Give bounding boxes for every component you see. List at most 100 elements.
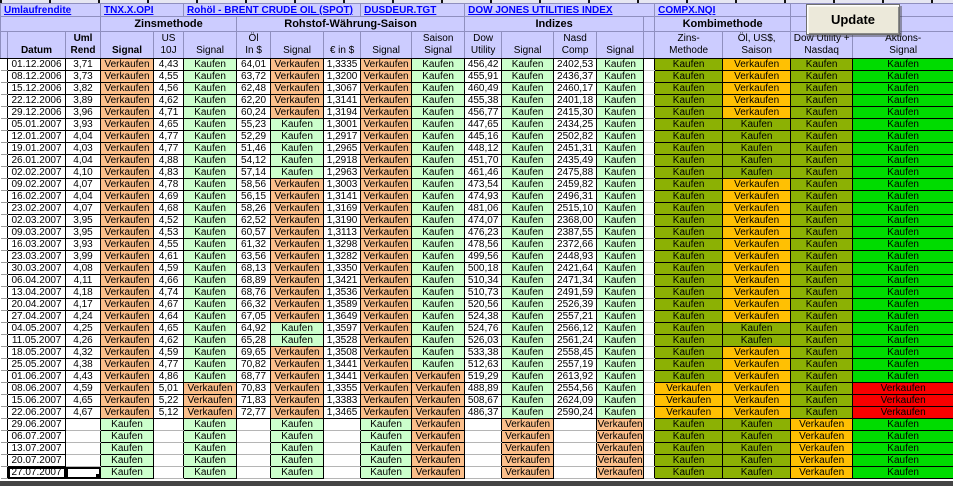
- cell-uml-signal[interactable]: Kaufen: [100, 418, 155, 431]
- cell-dow-utility[interactable]: 512,63: [464, 358, 503, 371]
- cell-saison-signal[interactable]: Kaufen: [411, 214, 466, 227]
- cell-aktions-signal[interactable]: Verkaufen: [852, 406, 953, 419]
- cell-eur-signal[interactable]: Kaufen: [360, 418, 413, 431]
- cell-dow-signal[interactable]: Kaufen: [501, 406, 555, 419]
- cell-saison-signal[interactable]: Kaufen: [411, 202, 466, 215]
- cell-dow-nasdaq[interactable]: Kaufen: [790, 58, 854, 71]
- cell-nasd-signal[interactable]: Kaufen: [596, 298, 645, 311]
- cell-datum[interactable]: 08.06.2007: [7, 382, 66, 395]
- cell-uml-signal[interactable]: Verkaufen: [100, 166, 155, 179]
- cell-oel-preis[interactable]: 57,14: [236, 166, 272, 179]
- cell-nasd-signal[interactable]: Kaufen: [596, 358, 645, 371]
- cell-uml-signal[interactable]: Kaufen: [100, 442, 155, 455]
- cell-eur-signal[interactable]: Verkaufen: [360, 82, 413, 95]
- cell-dow-nasdaq[interactable]: Kaufen: [790, 190, 854, 203]
- cell-eur-signal[interactable]: Verkaufen: [360, 322, 413, 335]
- cell-uml-signal[interactable]: Verkaufen: [100, 142, 155, 155]
- cell-nasd-signal[interactable]: Kaufen: [596, 178, 645, 191]
- cell-dow-nasdaq[interactable]: Kaufen: [790, 334, 854, 347]
- cell-saison-signal[interactable]: Kaufen: [411, 286, 466, 299]
- cell-dow-utility[interactable]: 481,06: [464, 202, 503, 215]
- cell-saison-signal[interactable]: Verkaufen: [411, 442, 466, 455]
- cell-uml-rend[interactable]: [64, 454, 102, 467]
- cell-aktions-signal[interactable]: Verkaufen: [852, 394, 953, 407]
- cell-us-10j[interactable]: [153, 466, 185, 479]
- cell-dow-nasdaq[interactable]: Kaufen: [790, 130, 854, 143]
- cell-us-10j-signal[interactable]: Kaufen: [183, 118, 238, 131]
- cell-uml-signal[interactable]: Verkaufen: [100, 274, 155, 287]
- cell-oel-us-saison[interactable]: Kaufen: [722, 418, 792, 431]
- cell-eur-usd[interactable]: 1,3001: [323, 118, 362, 131]
- cell-eur-signal[interactable]: Verkaufen: [360, 334, 413, 347]
- cell-dow-utility[interactable]: 447,65: [464, 118, 503, 131]
- cell-datum[interactable]: 25.05.2007: [7, 358, 66, 371]
- cell-aktions-signal[interactable]: Kaufen: [852, 430, 953, 443]
- cell-eur-signal[interactable]: Kaufen: [360, 442, 413, 455]
- cell-dow-signal[interactable]: Kaufen: [501, 178, 555, 191]
- cell-eur-usd[interactable]: 1,3589: [323, 298, 362, 311]
- cell-uml-rend[interactable]: 4,65: [64, 394, 102, 407]
- cell-uml-signal[interactable]: Verkaufen: [100, 94, 155, 107]
- cell-uml-rend[interactable]: 3,71: [64, 58, 102, 71]
- cell-oel-preis[interactable]: 62,20: [236, 94, 272, 107]
- cell-oel-preis[interactable]: [236, 442, 272, 455]
- cell-dow-nasdaq[interactable]: Kaufen: [790, 310, 854, 323]
- cell-eur-signal[interactable]: Verkaufen: [360, 274, 413, 287]
- cell-oel-signal[interactable]: Kaufen: [270, 130, 325, 143]
- cell-dow-nasdaq[interactable]: Kaufen: [790, 286, 854, 299]
- cell-zins-methode[interactable]: Kaufen: [654, 430, 724, 443]
- cell-oel-signal[interactable]: Verkaufen: [270, 238, 325, 251]
- cell-nasd-signal[interactable]: Verkaufen: [596, 454, 645, 467]
- cell-nasd-comp[interactable]: 2401,18: [553, 94, 598, 107]
- cell-zins-methode[interactable]: Kaufen: [654, 322, 724, 335]
- cell-us-10j-signal[interactable]: Kaufen: [183, 94, 238, 107]
- cell-dow-signal[interactable]: Verkaufen: [501, 442, 555, 455]
- cell-dow-nasdaq[interactable]: Kaufen: [790, 178, 854, 191]
- cell-oel-us-saison[interactable]: Kaufen: [722, 142, 792, 155]
- cell-uml-signal[interactable]: Verkaufen: [100, 58, 155, 71]
- cell-aktions-signal[interactable]: Kaufen: [852, 106, 953, 119]
- cell-dow-nasdaq[interactable]: Kaufen: [790, 262, 854, 275]
- link-rohoel[interactable]: Rohöl - BRENT CRUDE OIL (SPOT): [183, 3, 362, 17]
- cell-eur-usd[interactable]: 1,2918: [323, 154, 362, 167]
- cell-us-10j[interactable]: 4,68: [153, 202, 185, 215]
- cell-us-10j-signal[interactable]: Kaufen: [183, 346, 238, 359]
- cell-oel-preis[interactable]: 52,29: [236, 130, 272, 143]
- cell-us-10j[interactable]: [153, 442, 185, 455]
- cell-dow-nasdaq[interactable]: Kaufen: [790, 322, 854, 335]
- cell-oel-preis[interactable]: 58,26: [236, 202, 272, 215]
- cell-uml-rend[interactable]: 4,26: [64, 334, 102, 347]
- cell-nasd-comp[interactable]: 2557,21: [553, 310, 598, 323]
- cell-eur-usd[interactable]: 1,3421: [323, 274, 362, 287]
- cell-us-10j[interactable]: 4,86: [153, 370, 185, 383]
- cell-datum[interactable]: 13.04.2007: [7, 286, 66, 299]
- cell-eur-signal[interactable]: Verkaufen: [360, 286, 413, 299]
- cell-oel-preis[interactable]: [236, 418, 272, 431]
- cell-oel-us-saison[interactable]: Verkaufen: [722, 214, 792, 227]
- cell-eur-signal[interactable]: Verkaufen: [360, 142, 413, 155]
- cell-oel-preis[interactable]: 69,65: [236, 346, 272, 359]
- cell-zins-methode[interactable]: Kaufen: [654, 154, 724, 167]
- cell-uml-rend[interactable]: 4,32: [64, 346, 102, 359]
- cell-oel-preis[interactable]: 67,05: [236, 310, 272, 323]
- cell-saison-signal[interactable]: Verkaufen: [411, 370, 466, 383]
- cell-eur-signal[interactable]: Verkaufen: [360, 394, 413, 407]
- cell-dow-utility[interactable]: 455,38: [464, 94, 503, 107]
- cell-zins-methode[interactable]: Kaufen: [654, 346, 724, 359]
- cell-us-10j-signal[interactable]: Kaufen: [183, 454, 238, 467]
- cell-aktions-signal[interactable]: Kaufen: [852, 358, 953, 371]
- cell-us-10j[interactable]: 4,71: [153, 106, 185, 119]
- cell-dow-signal[interactable]: Kaufen: [501, 322, 555, 335]
- cell-nasd-comp[interactable]: 2566,12: [553, 322, 598, 335]
- cell-aktions-signal[interactable]: Kaufen: [852, 58, 953, 71]
- cell-dow-utility[interactable]: 488,89: [464, 382, 503, 395]
- cell-datum[interactable]: 22.06.2007: [7, 406, 66, 419]
- cell-aktions-signal[interactable]: Kaufen: [852, 214, 953, 227]
- cell-oel-signal[interactable]: Verkaufen: [270, 82, 325, 95]
- cell-dow-utility[interactable]: 461,46: [464, 166, 503, 179]
- cell-uml-rend[interactable]: 4,03: [64, 142, 102, 155]
- cell-us-10j[interactable]: 4,61: [153, 250, 185, 263]
- cell-aktions-signal[interactable]: Kaufen: [852, 82, 953, 95]
- cell-uml-rend[interactable]: 4,38: [64, 358, 102, 371]
- cell-us-10j[interactable]: 4,78: [153, 178, 185, 191]
